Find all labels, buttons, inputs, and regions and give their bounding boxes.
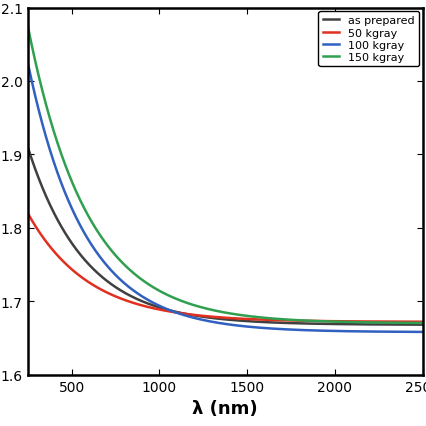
100 kgray — [412, 330, 417, 335]
150 kgray — [419, 321, 424, 326]
Line: 50 kgray: 50 kgray — [28, 214, 422, 322]
50 kgray — [419, 320, 424, 325]
Line: 150 kgray: 150 kgray — [28, 27, 422, 323]
100 kgray — [70, 208, 75, 213]
X-axis label: λ (nm): λ (nm) — [192, 399, 257, 417]
100 kgray — [369, 329, 374, 334]
150 kgray — [25, 24, 30, 29]
50 kgray — [176, 311, 181, 316]
as prepared — [369, 322, 374, 327]
as prepared — [25, 145, 30, 150]
150 kgray — [193, 304, 199, 309]
150 kgray — [176, 298, 181, 303]
Line: 100 kgray: 100 kgray — [28, 63, 422, 332]
150 kgray — [70, 182, 75, 187]
as prepared — [93, 270, 98, 275]
100 kgray — [93, 250, 98, 255]
50 kgray — [412, 320, 417, 325]
Line: as prepared: as prepared — [28, 148, 422, 325]
50 kgray — [193, 313, 199, 318]
50 kgray — [93, 285, 98, 290]
as prepared — [176, 310, 181, 315]
150 kgray — [369, 320, 374, 325]
150 kgray — [93, 227, 98, 232]
100 kgray — [176, 311, 181, 317]
50 kgray — [369, 319, 374, 324]
100 kgray — [193, 316, 199, 321]
100 kgray — [419, 330, 424, 335]
as prepared — [419, 322, 424, 328]
as prepared — [70, 242, 75, 248]
150 kgray — [412, 321, 417, 326]
100 kgray — [25, 61, 30, 66]
Legend: as prepared, 50 kgray, 100 kgray, 150 kgray: as prepared, 50 kgray, 100 kgray, 150 kg… — [317, 12, 418, 67]
50 kgray — [25, 211, 30, 216]
as prepared — [412, 322, 417, 328]
50 kgray — [70, 268, 75, 273]
as prepared — [193, 314, 199, 319]
